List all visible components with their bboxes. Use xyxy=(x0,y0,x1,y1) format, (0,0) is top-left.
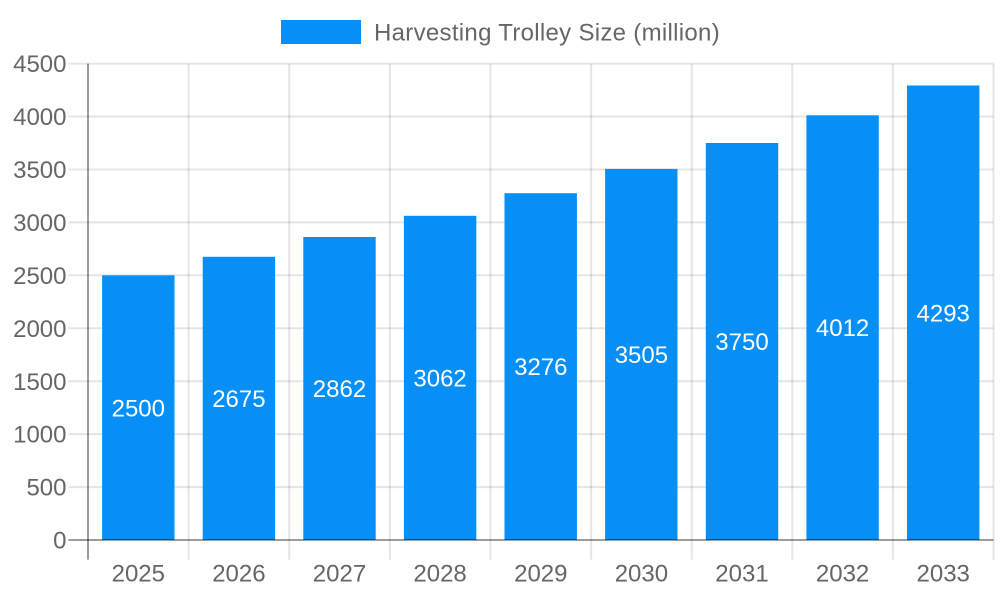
svg-text:3750: 3750 xyxy=(715,329,768,356)
svg-text:1000: 1000 xyxy=(13,422,66,449)
svg-text:4293: 4293 xyxy=(917,300,970,327)
svg-text:500: 500 xyxy=(26,475,66,502)
svg-text:2027: 2027 xyxy=(313,561,366,588)
svg-text:3276: 3276 xyxy=(514,354,567,381)
svg-text:4000: 4000 xyxy=(13,104,66,131)
svg-text:4012: 4012 xyxy=(816,315,869,342)
svg-text:2029: 2029 xyxy=(514,561,567,588)
svg-text:3500: 3500 xyxy=(13,157,66,184)
svg-text:2026: 2026 xyxy=(212,561,265,588)
svg-text:3062: 3062 xyxy=(413,366,466,393)
svg-text:2675: 2675 xyxy=(212,386,265,413)
svg-text:2500: 2500 xyxy=(13,263,66,290)
svg-text:0: 0 xyxy=(53,528,66,555)
svg-text:4500: 4500 xyxy=(13,51,66,78)
svg-text:2030: 2030 xyxy=(615,561,668,588)
svg-text:Harvesting Trolley Size (milli: Harvesting Trolley Size (million) xyxy=(374,20,720,47)
svg-text:3000: 3000 xyxy=(13,210,66,237)
svg-text:2031: 2031 xyxy=(715,561,768,588)
svg-text:2500: 2500 xyxy=(112,395,165,422)
svg-text:2862: 2862 xyxy=(313,376,366,403)
svg-text:3505: 3505 xyxy=(615,342,668,369)
svg-text:2000: 2000 xyxy=(13,316,66,343)
svg-text:2025: 2025 xyxy=(112,561,165,588)
svg-text:2033: 2033 xyxy=(917,561,970,588)
svg-text:2032: 2032 xyxy=(816,561,869,588)
svg-text:1500: 1500 xyxy=(13,369,66,396)
svg-text:2028: 2028 xyxy=(413,561,466,588)
